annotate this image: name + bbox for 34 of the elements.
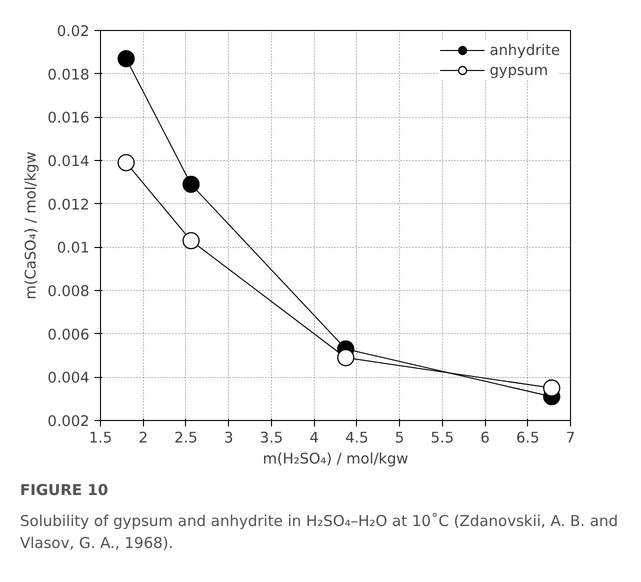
y-tick-label: 0.018 (48, 66, 90, 84)
y-tick-label: 0.006 (48, 326, 90, 344)
x-tick-label: 2.5 (174, 430, 198, 446)
point (182, 176, 200, 193)
x-tick-label: 6.5 (516, 430, 540, 446)
y-axis-title: m(CaSO₄) / mol/kgw (22, 152, 40, 300)
x-tick-label: 3.5 (260, 430, 284, 446)
y-tick-label: 0.01 (56, 240, 90, 257)
y-tick-label: 0.002 (48, 413, 90, 430)
legend-label: anhydrite (490, 42, 560, 58)
x-tick-label: 1.5 (88, 430, 112, 446)
y-tick-label: 0.012 (48, 196, 90, 214)
legend-label: gypsum (490, 62, 548, 78)
x-tick-label: 4 (309, 430, 319, 446)
y-tick-label: 0.02 (56, 23, 90, 40)
y-tick-label: 0.016 (48, 110, 90, 127)
point (182, 232, 200, 250)
x-tick-label: 6 (480, 430, 490, 446)
caption: FIGURE 10 (20, 480, 108, 501)
point (337, 349, 354, 366)
x-tick-label: 5 (394, 430, 404, 446)
x-tick-label: 7 (566, 430, 576, 446)
y-tick-label: 0.004 (48, 370, 90, 387)
x-tick-label: 4.5 (345, 430, 369, 446)
x-tick-label: 3 (224, 430, 234, 446)
y-tick-label: 0.008 (48, 283, 90, 300)
point (118, 50, 135, 68)
x-tick-label: 2 (138, 430, 148, 446)
point (543, 379, 560, 397)
x-axis-title: m(H₂SO₄) / mol/kgw (262, 450, 408, 468)
x-tick-label: 5.5 (430, 430, 454, 446)
y-tick-label: 0.014 (48, 153, 90, 170)
point (118, 154, 135, 172)
text: Solubility of gypsum and anhydrite in H₂SO₄–H₂O at 10˚C (Zdanovskii, A. B. and Vlasov, G. A., 1968). (20, 511, 620, 554)
